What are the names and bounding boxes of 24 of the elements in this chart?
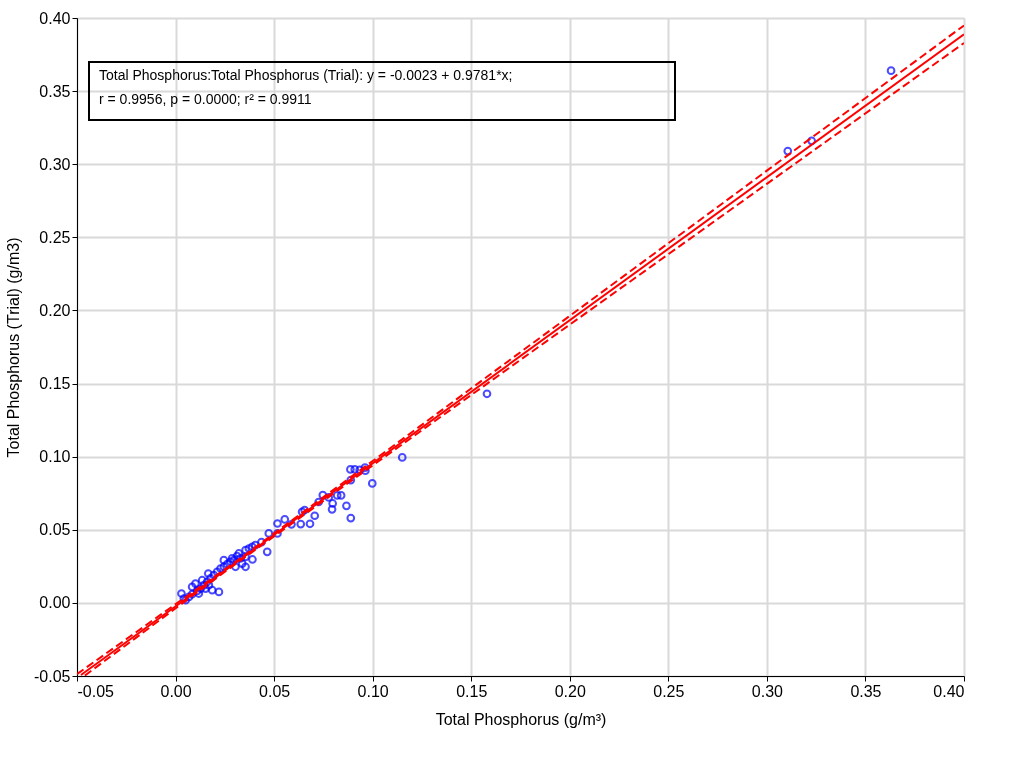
x-tick-label: 0.30 xyxy=(751,682,784,700)
y-axis-title: Total Phosphorus (Trial) (g/m3) xyxy=(5,237,23,458)
x-axis-title: Total Phosphorus (g/m³) xyxy=(435,710,607,728)
y-tick-label: 0.40 xyxy=(39,9,71,27)
x-tick-label: -0.05 xyxy=(77,682,115,700)
y-tick-label: 0.00 xyxy=(39,594,71,612)
y-tick-label: 0.35 xyxy=(39,82,71,100)
y-tick-label: 0.10 xyxy=(39,448,71,466)
x-tick-label: 0.40 xyxy=(933,682,965,700)
x-tick-label: 0.05 xyxy=(259,682,291,700)
x-tick-label: 0.35 xyxy=(850,682,882,700)
annotation: Total Phosphorus:Total Phosphorus (Trial): y = -0.0023 + 0.9781*x; xyxy=(99,67,513,83)
x-tick-label: 0.25 xyxy=(653,682,685,700)
x-tick-label: 0.20 xyxy=(554,682,586,700)
y-tick-label: 0.20 xyxy=(39,301,71,319)
y-tick-label: 0.05 xyxy=(39,521,71,539)
x-tick-label: 0.10 xyxy=(357,682,389,700)
y-tick-label: 0.25 xyxy=(39,228,71,246)
y-tick-label: 0.15 xyxy=(39,375,71,393)
y-tick-label: -0.05 xyxy=(34,667,71,685)
x-tick-label: 0.15 xyxy=(456,682,488,700)
y-tick-label: 0.30 xyxy=(39,155,71,173)
annotation: r = 0.9956, p = 0.0000; r² = 0.9911 xyxy=(99,91,312,107)
x-tick-label: 0.00 xyxy=(160,682,192,700)
